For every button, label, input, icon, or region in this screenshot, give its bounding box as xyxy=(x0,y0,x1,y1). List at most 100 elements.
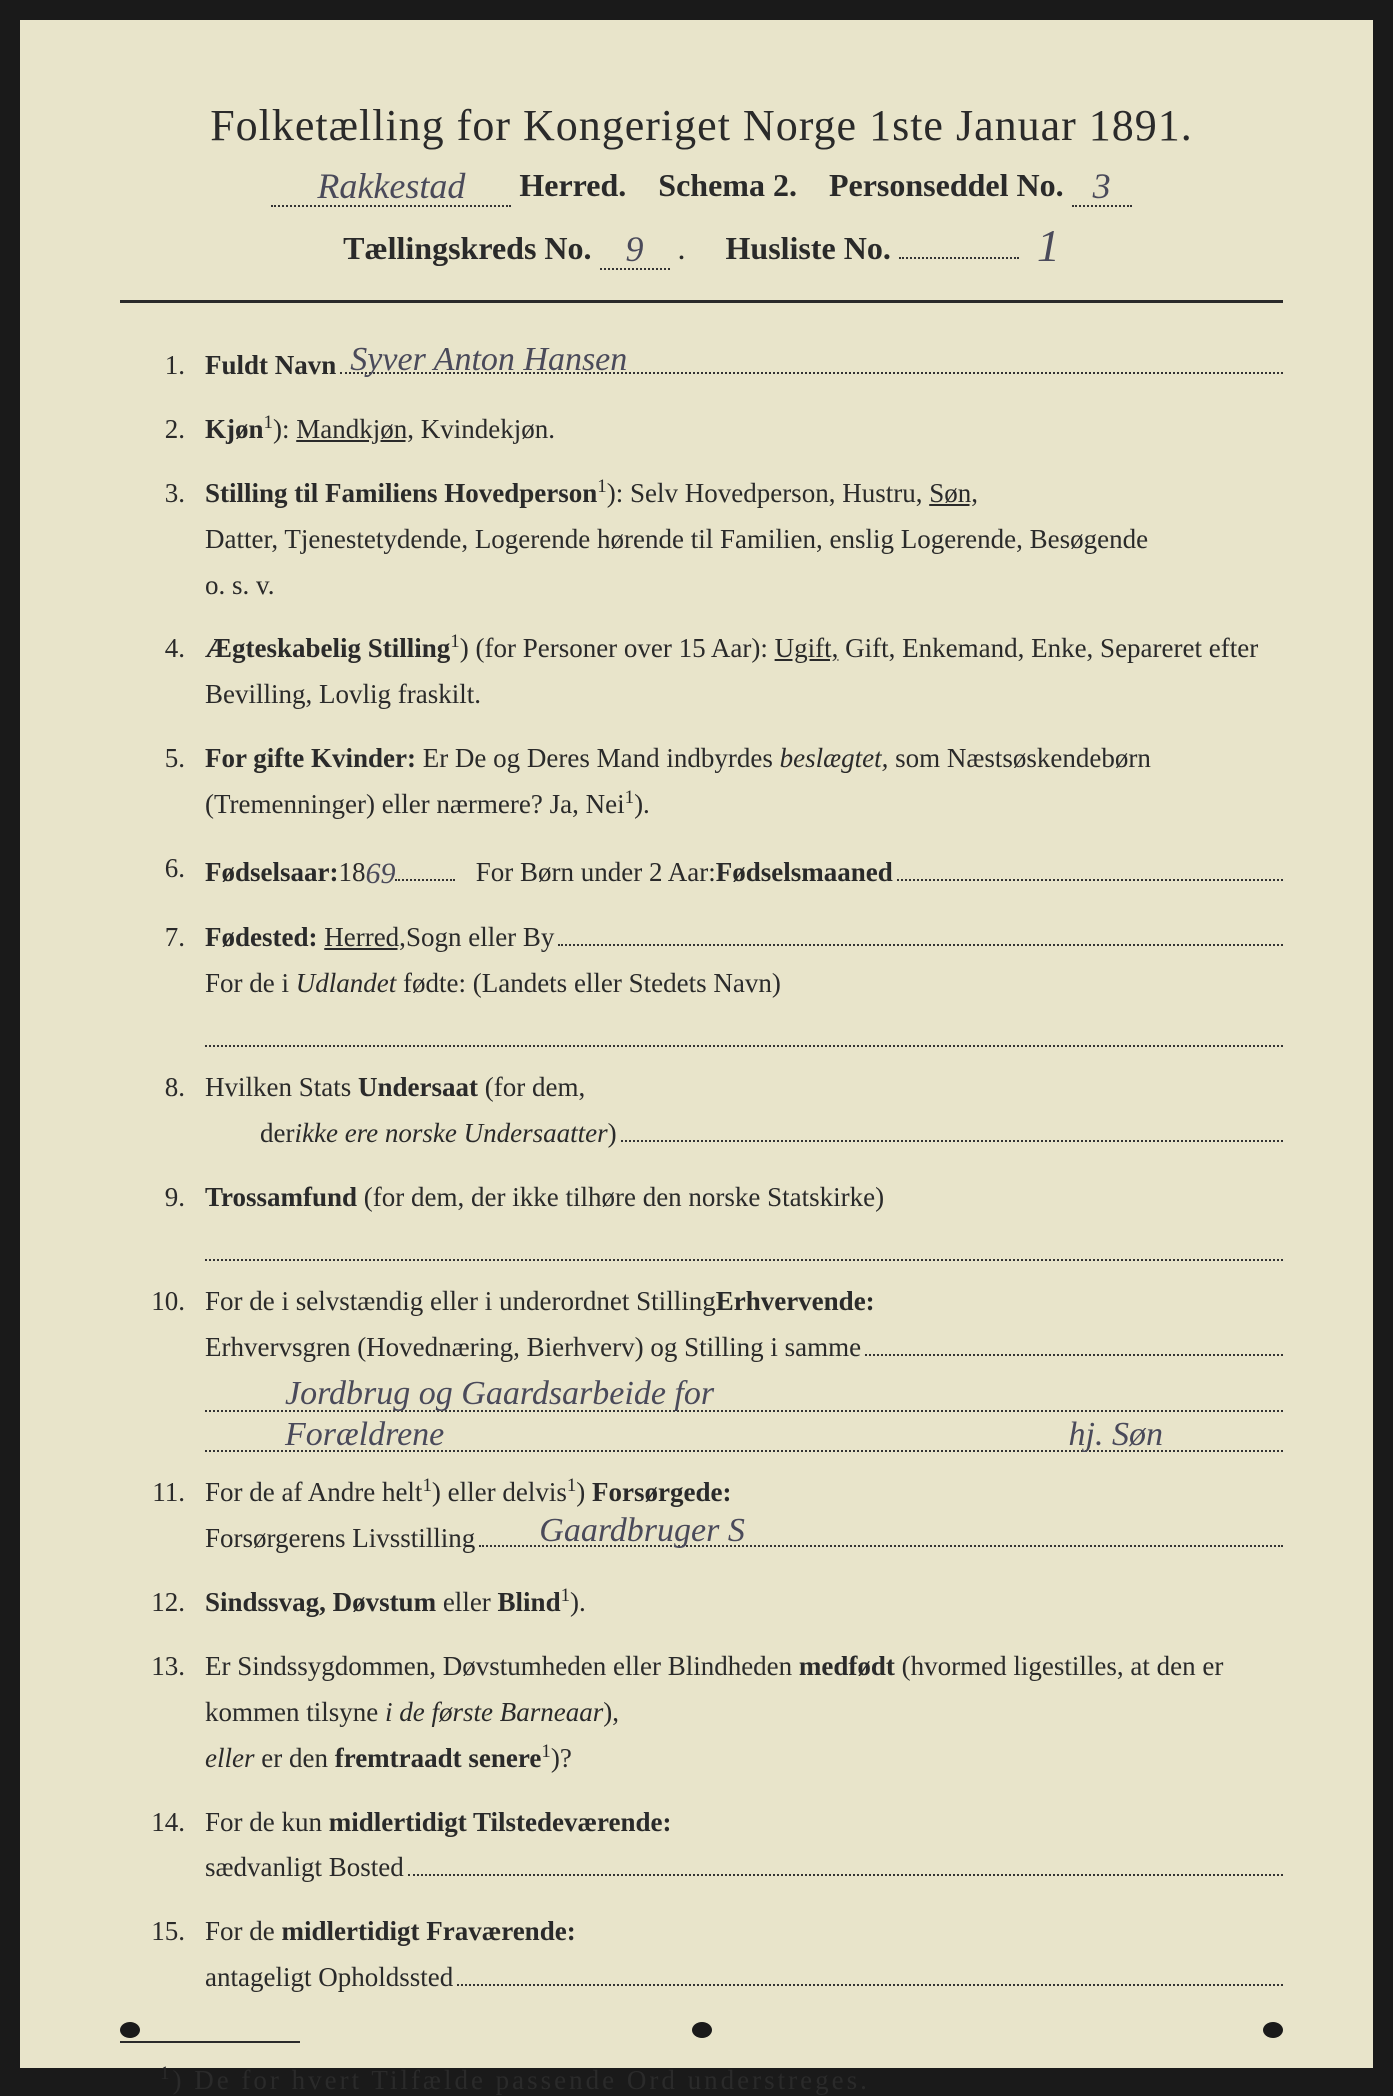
row-content: Kjøn1): Mandkjøn, Kvindekjøn. xyxy=(205,407,1283,453)
text: For de i selvstændig eller i underordnet… xyxy=(205,1279,716,1325)
row-14: 14. For de kun midlertidigt Tilstedevære… xyxy=(140,1800,1283,1892)
form-body: 1. Fuldt Navn Syver Anton Hansen 2. Kjøn… xyxy=(120,343,1283,2001)
row-content: Trossamfund (for dem, der ikke tilhøre d… xyxy=(205,1175,1283,1261)
label-fodselsaar: Fødselsaar: xyxy=(205,850,338,896)
text: For de af Andre helt xyxy=(205,1477,422,1507)
blank-line xyxy=(205,1007,1283,1048)
personseddel-field: 3 xyxy=(1072,163,1132,207)
footnote-sup: 1 xyxy=(160,2063,172,2084)
row-11: 11. For de af Andre helt1) eller delvis1… xyxy=(140,1470,1283,1562)
personseddel-label: Personseddel No. xyxy=(829,167,1064,203)
herred-handwriting: Rakkestad xyxy=(317,166,465,206)
row-15: 15. For de midlertidigt Fraværende: anta… xyxy=(140,1909,1283,2001)
row-content: For de kun midlertidigt Tilstedeværende:… xyxy=(205,1800,1283,1892)
line: antageligt Opholdssted xyxy=(205,1955,1283,2001)
text: ). xyxy=(634,789,650,819)
row-6: 6. Fødselsaar: 1869 For Børn under 2 Aar… xyxy=(140,846,1283,897)
row-4: 4. Ægteskabelig Stilling1) (for Personer… xyxy=(140,626,1283,718)
row-num: 14. xyxy=(140,1800,205,1892)
row-content: Ægteskabelig Stilling1) (for Personer ov… xyxy=(205,626,1283,718)
dots xyxy=(558,919,1283,946)
label-sindssvag: Sindssvag, Døvstum xyxy=(205,1587,436,1617)
label-undersaat: Undersaat xyxy=(358,1072,478,1102)
row-num: 15. xyxy=(140,1909,205,2001)
year-dots xyxy=(395,879,455,881)
dots xyxy=(865,1329,1283,1356)
kreds-period: . xyxy=(678,230,686,266)
kreds-hw: 9 xyxy=(626,229,644,269)
row-num: 4. xyxy=(140,626,205,718)
row-content: Fødested: Herred, Sogn eller By For de i… xyxy=(205,915,1283,1047)
text: ): Selv Hovedperson, Hustru, xyxy=(607,478,929,508)
row-content: Hvilken Stats Undersaat (for dem, der ik… xyxy=(205,1065,1283,1157)
text: For de xyxy=(205,1916,282,1946)
row-8: 8. Hvilken Stats Undersaat (for dem, der… xyxy=(140,1065,1283,1157)
year-hw: 69 xyxy=(365,848,395,899)
header-divider xyxy=(120,300,1283,303)
text: For de i xyxy=(205,968,296,998)
text: Er De og Deres Mand indbyrdes xyxy=(416,743,780,773)
sup: 1 xyxy=(422,1475,431,1496)
footnote-text: ) De for hvert Tilfælde passende Ord und… xyxy=(172,2065,869,2095)
row-num: 5. xyxy=(140,736,205,828)
text: )? xyxy=(551,1743,572,1773)
sup: 1 xyxy=(541,1741,550,1762)
row-10: 10. For de i selvstændig eller i underor… xyxy=(140,1279,1283,1452)
text: ), xyxy=(603,1697,619,1727)
text: Sogn eller By xyxy=(406,915,555,961)
row-num: 8. xyxy=(140,1065,205,1157)
label-stilling: Stilling til Familiens Hovedperson xyxy=(205,478,597,508)
sup: 1 xyxy=(264,412,273,433)
personseddel-hw: 3 xyxy=(1093,166,1111,206)
label-tilstedevaerende: midlertidigt Tilstedeværende: xyxy=(329,1807,672,1837)
dots xyxy=(408,1849,1283,1876)
label-aegteskab: Ægteskabelig Stilling xyxy=(205,633,450,663)
label-fremtraadt: fremtraadt senere xyxy=(335,1743,542,1773)
text: ): xyxy=(273,414,296,444)
hw-line-2: Forældrene hj. Søn xyxy=(205,1412,1283,1453)
label-blind: Blind xyxy=(498,1587,561,1617)
hole-icon xyxy=(692,2022,712,2038)
opt-son: Søn, xyxy=(929,478,978,508)
ital: i de første Barneaar xyxy=(385,1697,603,1727)
maaned-dots xyxy=(897,854,1283,881)
row-num: 2. xyxy=(140,407,205,453)
sup: 1 xyxy=(625,787,634,808)
text: Er Sindssygdommen, Døvstumheden eller Bl… xyxy=(205,1651,799,1681)
row-content: Sindssvag, Døvstum eller Blind1). xyxy=(205,1580,1283,1626)
row-1: 1. Fuldt Navn Syver Anton Hansen xyxy=(140,343,1283,389)
label-navn: Fuldt Navn xyxy=(205,343,336,389)
row-num: 9. xyxy=(140,1175,205,1261)
text: antageligt Opholdssted xyxy=(205,1955,453,2001)
label-fravaerende: midlertidigt Fraværende: xyxy=(282,1916,576,1946)
line: der ikke ere norske Undersaatter) xyxy=(260,1111,1283,1157)
row-12: 12. Sindssvag, Døvstum eller Blind1). xyxy=(140,1580,1283,1626)
row-num: 10. xyxy=(140,1279,205,1452)
row-3: 3. Stilling til Familiens Hovedperson1):… xyxy=(140,471,1283,609)
row-content: For de midlertidigt Fraværende: antageli… xyxy=(205,1909,1283,2001)
sup: 1 xyxy=(561,1585,570,1606)
page-title: Folketælling for Kongeriget Norge 1ste J… xyxy=(120,100,1283,151)
row-content: Er Sindssygdommen, Døvstumheden eller Bl… xyxy=(205,1644,1283,1782)
row-num: 1. xyxy=(140,343,205,389)
row-7: 7. Fødested: Herred, Sogn eller By For d… xyxy=(140,915,1283,1047)
line: For de i Udlandet fødte: (Landets eller … xyxy=(205,961,1283,1007)
opt-mandkjon: Mandkjøn, xyxy=(296,414,414,444)
line: Forsørgerens Livsstilling Gaardbruger S xyxy=(205,1516,1283,1562)
sup: 1 xyxy=(567,1475,576,1496)
row-num: 11. xyxy=(140,1470,205,1562)
husliste-label: Husliste No. xyxy=(726,230,891,266)
row-content: Fuldt Navn Syver Anton Hansen xyxy=(205,343,1283,389)
row-13: 13. Er Sindssygdommen, Døvstumheden elle… xyxy=(140,1644,1283,1782)
label-erhvervende: Erhvervende: xyxy=(716,1279,875,1325)
label-maaned: Fødselsmaaned xyxy=(716,850,893,896)
ital: Udlandet xyxy=(296,968,397,998)
header-line-3: Tællingskreds No. 9 . Husliste No. 1 xyxy=(120,217,1283,270)
hole-icon xyxy=(1263,2022,1283,2038)
label-medfodt: medfødt xyxy=(799,1651,895,1681)
text: Forsørgerens Livsstilling xyxy=(205,1516,475,1562)
footnote: 1) De for hvert Tilfælde passende Ord un… xyxy=(120,2063,1283,2096)
text: For Børn under 2 Aar: xyxy=(476,850,716,896)
navn-field: Syver Anton Hansen xyxy=(340,347,1283,374)
sup: 1 xyxy=(597,476,606,497)
